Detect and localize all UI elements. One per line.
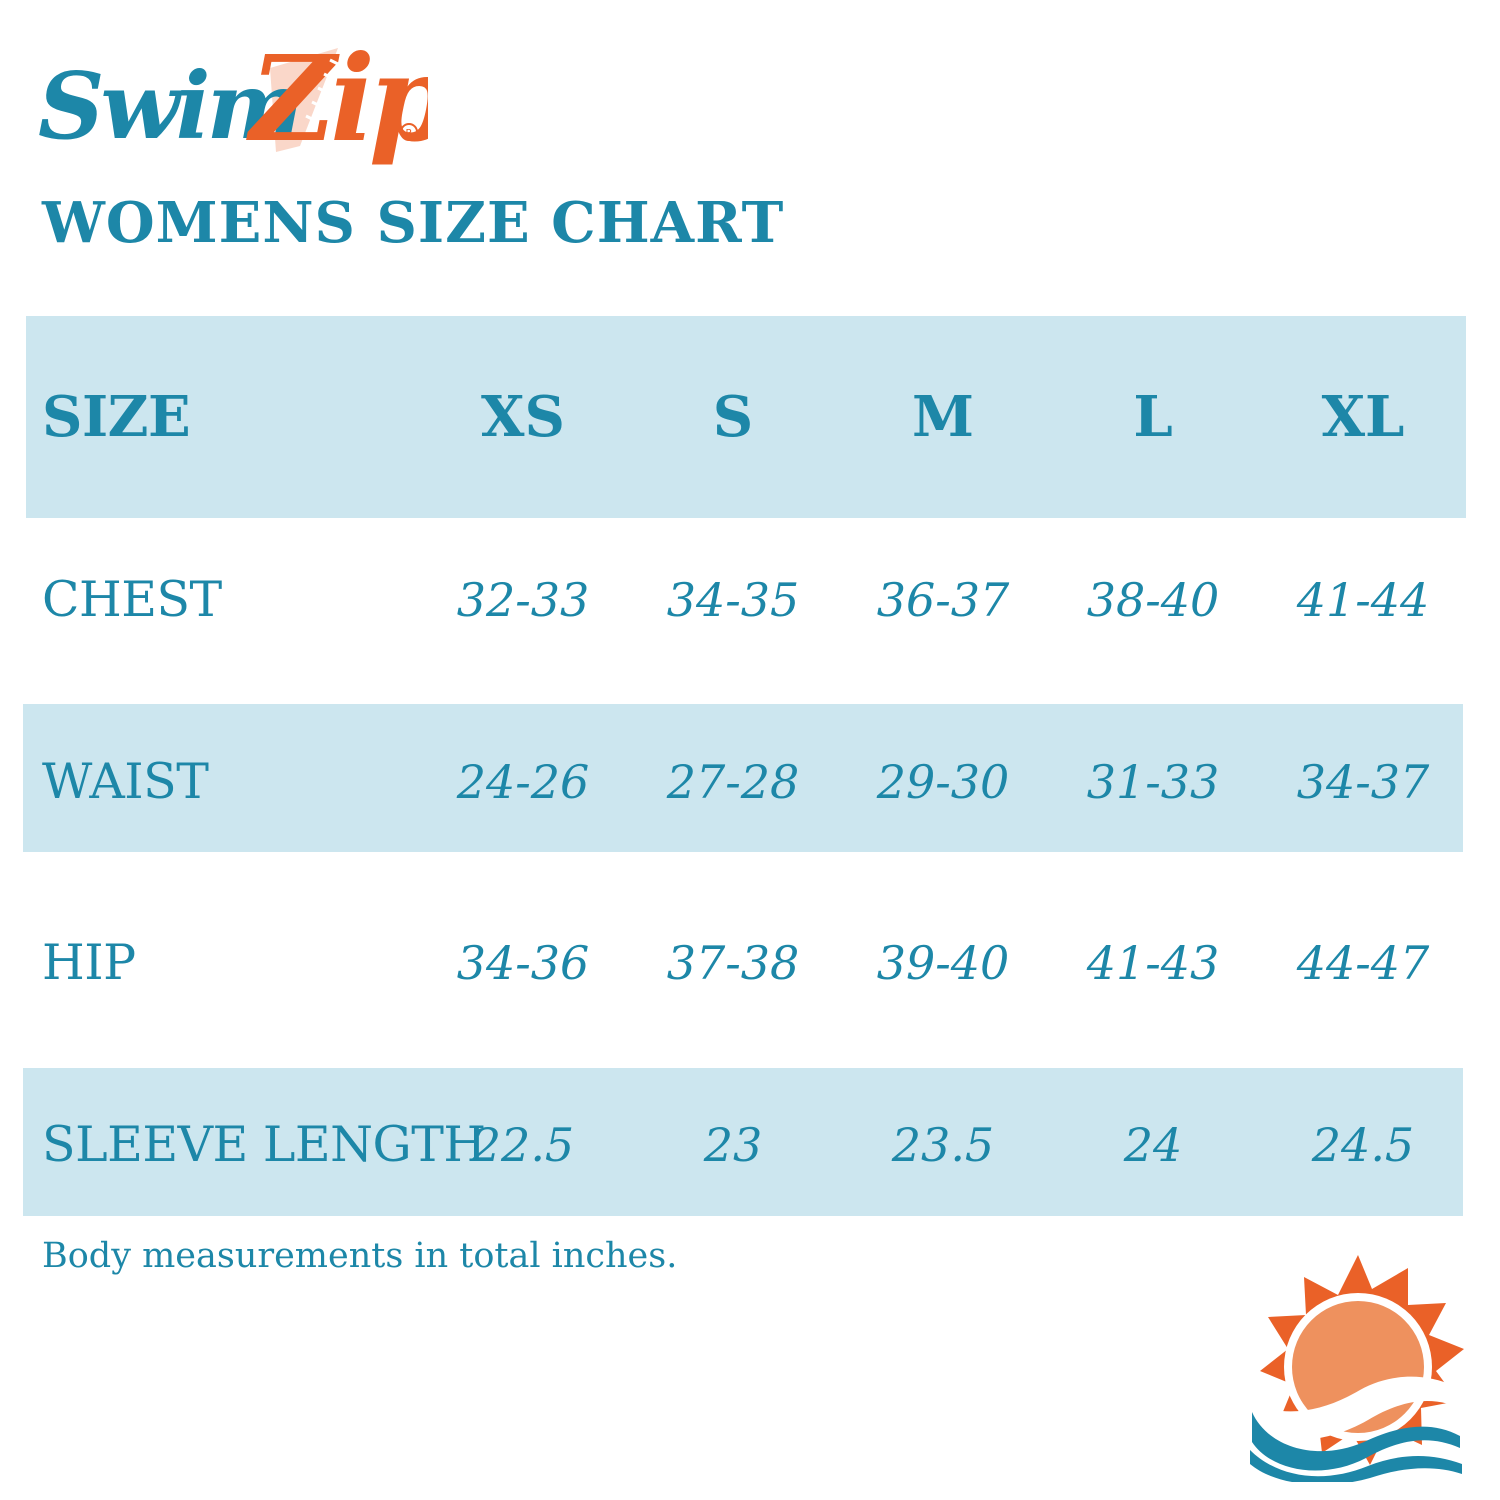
table-cell: 41-43 xyxy=(1086,936,1220,990)
size-xs-header: XS xyxy=(481,384,565,450)
svg-text:Zip: Zip xyxy=(246,29,428,168)
size-header-row: SIZE XS S M L XL xyxy=(0,367,1500,467)
measurement-note: Body measurements in total inches. xyxy=(42,1236,678,1276)
chest-label: CHEST xyxy=(42,571,222,628)
size-s-header: S xyxy=(712,384,754,450)
sleeve-length-row: SLEEVE LENGTH 22.5 23 23.5 24 24.5 xyxy=(0,1095,1500,1195)
table-cell: 24 xyxy=(1123,1118,1183,1172)
page-title: WOMENS SIZE CHART xyxy=(42,190,785,256)
chest-row: CHEST 32-33 34-35 36-37 38-40 41-44 xyxy=(0,550,1500,650)
table-cell: 22.5 xyxy=(471,1118,575,1172)
swimzip-logo: Swim Zip R xyxy=(38,29,428,168)
hip-label: HIP xyxy=(42,934,136,991)
svg-text:Swim: Swim xyxy=(38,52,300,160)
size-xl-header: XL xyxy=(1321,384,1405,450)
svg-text:R: R xyxy=(406,128,413,139)
size-l-header: L xyxy=(1133,384,1173,450)
sleeve-length-label: SLEEVE LENGTH xyxy=(42,1116,486,1173)
table-cell: 34-36 xyxy=(456,936,590,990)
table-cell: 36-37 xyxy=(876,573,1010,627)
table-cell: 27-28 xyxy=(666,755,800,809)
hip-row: HIP 34-36 37-38 39-40 41-43 44-47 xyxy=(0,913,1500,1013)
sleeve-band xyxy=(23,1068,1463,1216)
table-cell: 29-30 xyxy=(876,755,1010,809)
table-cell: 24.5 xyxy=(1311,1118,1415,1172)
table-cell: 23.5 xyxy=(891,1118,995,1172)
table-cell: 38-40 xyxy=(1086,573,1220,627)
table-cell: 24-26 xyxy=(456,755,590,809)
waist-label: WAIST xyxy=(42,753,209,810)
table-cell: 23 xyxy=(703,1118,763,1172)
size-m-header: M xyxy=(912,384,974,450)
size-header-label: SIZE xyxy=(42,384,191,450)
waist-band xyxy=(23,704,1463,852)
table-cell: 41-44 xyxy=(1296,573,1430,627)
table-cell: 39-40 xyxy=(876,936,1010,990)
table-cell: 31-33 xyxy=(1086,755,1220,809)
table-cell: 32-33 xyxy=(456,573,590,627)
table-cell: 34-37 xyxy=(1296,755,1430,809)
sun-over-waves-icon xyxy=(1248,1255,1468,1482)
header-band xyxy=(26,316,1466,518)
table-cell: 34-35 xyxy=(666,573,800,627)
table-cell: 44-47 xyxy=(1296,936,1430,990)
waist-row: WAIST 24-26 27-28 29-30 31-33 34-37 xyxy=(0,732,1500,832)
table-cell: 37-38 xyxy=(666,936,800,990)
